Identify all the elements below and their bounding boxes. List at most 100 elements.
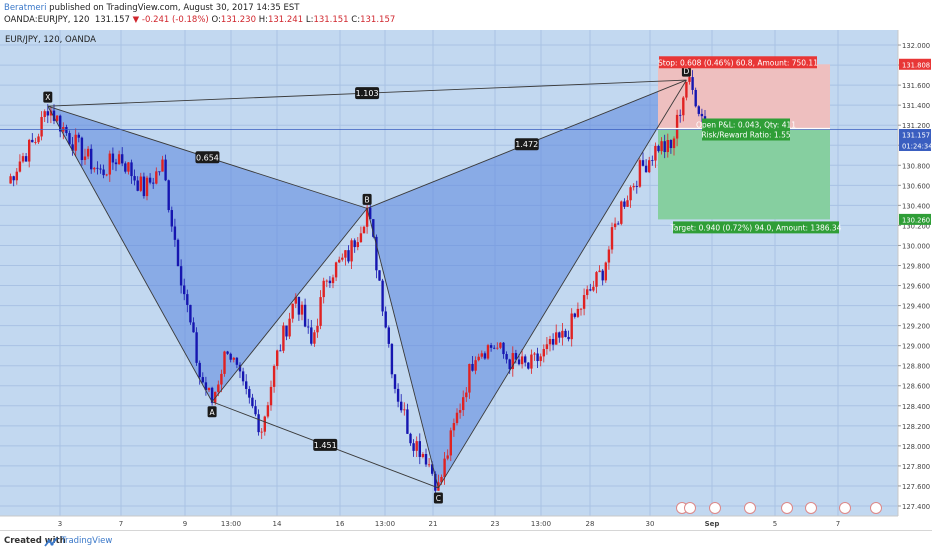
event-marker-icon[interactable] xyxy=(781,502,793,514)
open-value: 131.230 xyxy=(220,15,256,25)
pivot-label-bg xyxy=(207,406,217,418)
y-tick-label: 130.200 xyxy=(902,222,930,230)
pivot-d[interactable]: D xyxy=(681,65,691,77)
candle-body xyxy=(341,257,344,260)
y-tick-label: 128.800 xyxy=(902,363,930,371)
low-label: L: xyxy=(305,15,314,25)
candle-body xyxy=(393,374,397,389)
event-markers[interactable] xyxy=(676,502,882,514)
candle-body xyxy=(499,342,502,348)
candle-body xyxy=(471,363,474,371)
price-scale[interactable] xyxy=(898,30,932,530)
candles[interactable] xyxy=(9,70,713,499)
candle-body xyxy=(688,77,691,82)
pattern-bcd[interactable] xyxy=(367,80,687,488)
candle-body xyxy=(359,233,363,243)
pivot-a[interactable]: A xyxy=(207,406,217,418)
candle-body xyxy=(55,115,59,121)
candle-body xyxy=(127,162,130,172)
pattern-edge-ab[interactable] xyxy=(211,208,368,403)
pattern-edge-xa[interactable] xyxy=(47,105,213,402)
candle-body xyxy=(660,141,663,152)
candle-body xyxy=(536,353,539,362)
time-scale[interactable] xyxy=(0,516,898,530)
candle-body xyxy=(682,97,685,116)
candle-body xyxy=(635,186,638,187)
ratio-label[interactable]: 1.103 xyxy=(355,87,380,100)
event-marker-icon[interactable] xyxy=(709,502,721,514)
event-marker-icon[interactable] xyxy=(684,502,696,514)
candle-body xyxy=(229,353,232,360)
candle-body xyxy=(610,227,614,250)
candle-body xyxy=(338,259,341,263)
target-price-tag: 130.260 xyxy=(899,213,931,225)
pivot-label-text: A xyxy=(210,408,216,417)
last-price-tag-text: 131.157 xyxy=(902,132,930,140)
pivot-x[interactable]: X xyxy=(43,91,53,103)
candle-body xyxy=(167,180,170,211)
risk-reward-label-text: Risk/Reward Ratio: 1.55 xyxy=(701,131,790,140)
candle-body xyxy=(369,207,372,220)
candle-body xyxy=(279,350,282,352)
candle-body xyxy=(350,240,353,262)
candle-body xyxy=(356,242,359,248)
chart-area[interactable]: EUR/JPY, 120, OANDA 0.654 1.451 1.472 1.103 X… xyxy=(0,30,932,530)
pattern-edge-cd[interactable] xyxy=(438,79,687,489)
chart-symbol-label: EUR/JPY, 120, OANDA xyxy=(5,35,96,45)
candle-body xyxy=(90,148,93,170)
event-marker-icon[interactable] xyxy=(805,502,817,514)
candle-body xyxy=(672,138,676,149)
event-marker-icon[interactable] xyxy=(744,502,756,514)
candle-body xyxy=(9,176,12,184)
y-tick-label: 128.600 xyxy=(902,383,930,391)
candle-body xyxy=(514,353,518,360)
candle-body xyxy=(505,354,508,360)
candle-body xyxy=(561,330,564,338)
candle-body xyxy=(427,464,431,466)
candle-body xyxy=(121,154,124,164)
ratio-label[interactable]: 1.472 xyxy=(514,138,539,151)
candle-body xyxy=(458,410,462,413)
y-tick-label: 130.000 xyxy=(902,242,930,250)
event-marker-icon[interactable] xyxy=(870,502,882,514)
ratio-label[interactable]: 0.654 xyxy=(195,151,220,164)
down-arrow-icon: ▼ xyxy=(132,15,140,25)
target-label[interactable]: Target: 0.940 (0.72%) 94.0, Amount: 1386… xyxy=(670,221,842,234)
tradingview-brand[interactable]: TradingView xyxy=(61,536,113,546)
candle-body xyxy=(669,140,673,149)
y-tick-label: 131.400 xyxy=(902,102,930,110)
ratio-label[interactable]: 1.451 xyxy=(313,438,338,451)
target-price-tag-text: 130.260 xyxy=(902,216,930,224)
pivot-label-text: B xyxy=(365,195,370,204)
pnl-label[interactable]: Open P&L: 0.043, Qty: 411 xyxy=(696,118,796,131)
y-tick-label: 128.400 xyxy=(902,403,930,411)
candle-body xyxy=(592,286,595,291)
candle-body xyxy=(421,453,425,457)
candle-body xyxy=(96,167,99,169)
author-link[interactable]: Beratmeri xyxy=(4,3,47,13)
candle-body xyxy=(387,327,390,344)
ratio-label-bg xyxy=(514,138,539,151)
candle-body xyxy=(362,226,366,234)
pivot-c[interactable]: C xyxy=(433,492,443,504)
pivot-b[interactable]: B xyxy=(362,193,372,205)
candle-body xyxy=(241,371,245,382)
candle-body xyxy=(558,332,561,338)
event-marker-icon[interactable] xyxy=(839,502,851,514)
candle-body xyxy=(102,169,105,176)
candle-body xyxy=(685,81,688,98)
target-zone[interactable] xyxy=(658,129,830,220)
candle-body xyxy=(353,240,356,248)
pattern-xab[interactable] xyxy=(47,106,368,402)
candle-body xyxy=(626,200,629,207)
risk-reward-label[interactable]: Risk/Reward Ratio: 1.55 xyxy=(701,128,791,141)
ratio-label-bg xyxy=(195,151,220,164)
stop-label[interactable]: Stop: 0.608 (0.46%) 60.8, Amount: 750.11 xyxy=(658,56,818,69)
candle-body xyxy=(545,344,549,350)
candle-body xyxy=(527,362,530,369)
pivot-label-text: C xyxy=(436,494,441,503)
candle-body xyxy=(455,412,459,424)
pattern-edge-bc[interactable] xyxy=(366,208,439,489)
price-chart[interactable]: EUR/JPY, 120, OANDA 0.654 1.451 1.472 1.103 X… xyxy=(0,30,932,530)
target-label-text: Target: 0.940 (0.72%) 94.0, Amount: 1386… xyxy=(670,223,842,232)
